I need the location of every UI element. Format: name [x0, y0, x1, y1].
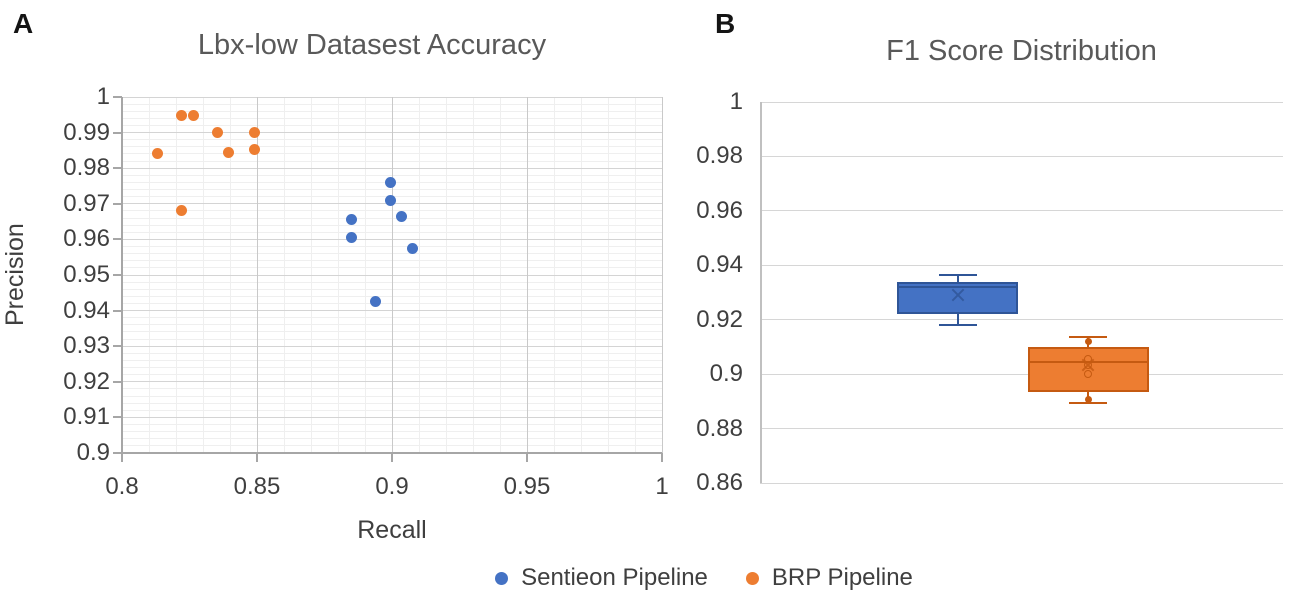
- y-tick-label: 0.9: [709, 360, 743, 388]
- scatter-point-sentieon: [346, 214, 357, 226]
- y-tick-mark: [113, 416, 122, 419]
- y-tick-mark: [113, 202, 122, 205]
- scatter-point-sentieon: [395, 210, 407, 222]
- y-tick-label: 0.99: [63, 118, 110, 146]
- y-tick-label: 0.92: [63, 367, 110, 395]
- scatter-point-sentieon: [370, 296, 382, 308]
- y-tick-label: 0.96: [696, 196, 743, 224]
- major-gridline: [760, 428, 1283, 430]
- whisker-point-brp: [1084, 395, 1092, 403]
- scatter-point-brp: [248, 143, 260, 155]
- major-gridline: [256, 97, 258, 453]
- y-tick-label: 0.94: [696, 251, 743, 279]
- y-tick-mark: [113, 238, 122, 241]
- inner-point-brp: [1084, 370, 1093, 379]
- box-brp: [1027, 346, 1149, 392]
- whisker-cap-bottom-brp: [1069, 402, 1108, 405]
- y-tick-mark: [113, 96, 122, 98]
- major-gridline: [391, 97, 393, 453]
- whisker-cap-top-sentieon: [938, 274, 977, 277]
- y-tick-label: 0.86: [696, 469, 743, 496]
- chart-legend: Sentieon Pipeline BRP Pipeline: [92, 560, 1316, 596]
- inner-point-brp: [1084, 361, 1093, 370]
- scatter-chart-title: Lbx-low Datasest Accuracy: [197, 29, 547, 61]
- whisker-cap-top-brp: [1069, 335, 1108, 338]
- x-tick-mark: [526, 453, 528, 462]
- brp-legend-dot-icon: [745, 571, 759, 585]
- y-tick-label: 1: [96, 83, 110, 110]
- major-gridline: [760, 264, 1283, 266]
- legend-label: BRP Pipeline: [771, 564, 913, 591]
- scatter-point-brp: [176, 204, 188, 216]
- whisker-cap-bottom-sentieon: [938, 324, 977, 327]
- box-chart-title: F1 Score Distribution: [886, 35, 1157, 67]
- scatter-plot-area: [113, 96, 663, 462]
- major-gridline: [526, 97, 528, 453]
- scatter-point-sentieon: [346, 232, 357, 244]
- scatter-point-brp: [248, 126, 260, 138]
- y-tick-label: 0.92: [696, 305, 743, 333]
- sentieon-legend-dot-icon: [495, 571, 509, 585]
- panel-a-letter: A: [13, 8, 34, 39]
- y-tick-mark: [113, 452, 122, 454]
- y-tick-label: 0.96: [63, 225, 110, 253]
- major-gridline: [760, 210, 1283, 212]
- major-gridline: [760, 319, 1283, 321]
- box-plot-area: [760, 101, 1283, 484]
- y-tick-label: 0.88: [696, 414, 743, 442]
- scatter-point-sentieon: [385, 176, 397, 188]
- scatter-point-brp: [151, 148, 163, 160]
- major-gridline: [760, 482, 1283, 484]
- scatter-point-sentieon: [406, 242, 418, 254]
- y-tick-mark: [113, 131, 122, 134]
- scatter-point-sentieon: [385, 194, 397, 206]
- y-tick-label: 1: [729, 88, 743, 115]
- y-tick-mark: [113, 380, 122, 383]
- x-axis-title-recall: Recall: [357, 516, 427, 544]
- y-tick-mark: [113, 274, 122, 276]
- major-gridline: [760, 373, 1283, 375]
- y-tick-mark: [113, 345, 122, 348]
- y-tick-mark: [113, 167, 122, 170]
- x-tick-label: 1: [655, 473, 669, 500]
- y-tick-label: 0.94: [63, 296, 110, 324]
- major-gridline: [760, 101, 1283, 103]
- whisker-stem-bottom-sentieon: [956, 313, 959, 326]
- x-tick-label: 0.8: [105, 473, 139, 500]
- major-gridline: [661, 97, 663, 453]
- x-tick-mark: [256, 453, 258, 462]
- y-tick-mark: [113, 309, 122, 312]
- major-gridline: [760, 155, 1283, 157]
- y-axis-line: [121, 97, 123, 461]
- x-tick-label: 0.95: [503, 473, 551, 500]
- legend-item-sentieon: Sentieon Pipeline: [495, 564, 708, 592]
- y-tick-label: 0.98: [63, 154, 110, 182]
- x-tick-label: 0.85: [233, 473, 281, 500]
- y-tick-label: 0.98: [696, 142, 743, 170]
- y-tick-label: 0.95: [63, 261, 110, 288]
- x-tick-mark: [391, 453, 393, 462]
- y-tick-label: 0.91: [63, 403, 110, 431]
- panel-b-letter: B: [715, 8, 736, 39]
- whisker-stem-top-sentieon: [956, 275, 959, 282]
- y-tick-label: 0.97: [63, 189, 110, 217]
- x-tick-label: 0.9: [375, 473, 409, 500]
- mean-marker-sentieon: [951, 288, 965, 302]
- y-tick-label: 0.93: [63, 332, 110, 360]
- legend-label: Sentieon Pipeline: [521, 564, 708, 591]
- scatter-point-brp: [223, 147, 235, 159]
- scatter-point-brp: [188, 110, 200, 121]
- legend-item-brp: BRP Pipeline: [745, 564, 913, 592]
- whisker-point-brp: [1084, 338, 1092, 346]
- x-axis-line: [121, 452, 662, 454]
- y-tick-label: 0.9: [76, 439, 110, 466]
- median-line-sentieon: [897, 285, 1019, 288]
- y-axis-line: [760, 102, 762, 483]
- scatter-point-brp: [175, 110, 187, 121]
- y-axis-title-precision: Precision: [1, 223, 29, 327]
- scatter-point-brp: [212, 126, 224, 138]
- x-tick-mark: [661, 453, 663, 462]
